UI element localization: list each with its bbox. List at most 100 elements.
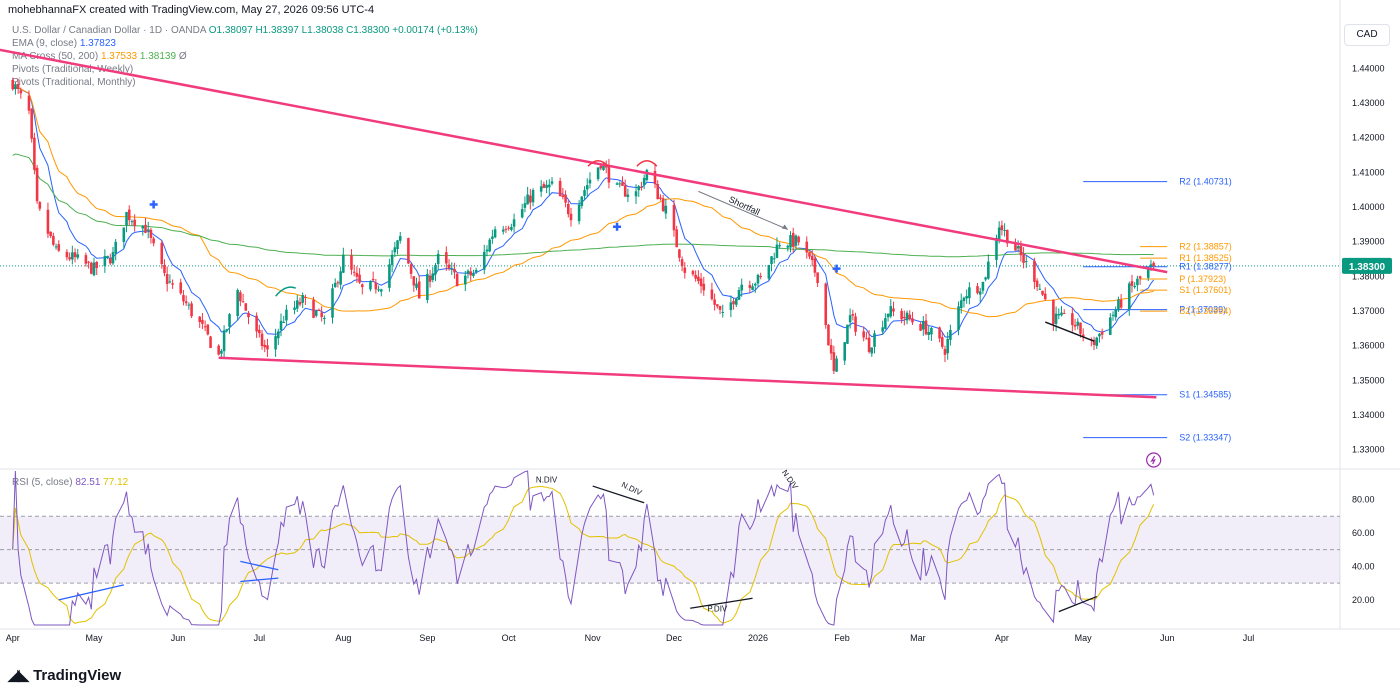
candle-body[interactable] xyxy=(33,137,36,170)
candle-body[interactable] xyxy=(339,271,342,285)
candle-body[interactable] xyxy=(1035,280,1039,287)
candle-body[interactable] xyxy=(623,185,627,197)
candle-body[interactable] xyxy=(848,315,852,323)
candle-body[interactable] xyxy=(108,258,112,264)
legend-symbol-row[interactable]: U.S. Dollar / Canadian Dollar · 1D · OAN… xyxy=(12,24,478,37)
candle-body[interactable] xyxy=(1092,339,1096,345)
candle-body[interactable] xyxy=(732,301,735,305)
candle-body[interactable] xyxy=(450,268,454,270)
candle-body[interactable] xyxy=(187,304,191,306)
candle-body[interactable] xyxy=(542,183,546,188)
candle-body[interactable] xyxy=(699,278,703,287)
candle-body[interactable] xyxy=(398,236,402,241)
candle-body[interactable] xyxy=(374,282,378,290)
candle-body[interactable] xyxy=(599,165,603,169)
candle-body[interactable] xyxy=(1152,262,1155,266)
candle-body[interactable] xyxy=(940,337,944,347)
candle-body[interactable] xyxy=(1119,299,1123,308)
candle-body[interactable] xyxy=(241,301,245,303)
candle-body[interactable] xyxy=(68,257,71,260)
candle-body[interactable] xyxy=(27,95,31,111)
candle-body[interactable] xyxy=(621,182,624,186)
candle-body[interactable] xyxy=(428,275,432,282)
candle-body[interactable] xyxy=(886,313,890,318)
candle-body[interactable] xyxy=(160,242,164,265)
candle-body[interactable] xyxy=(984,277,987,280)
candle-body[interactable] xyxy=(482,251,486,270)
candle-body[interactable] xyxy=(615,183,619,185)
legend-pivots-monthly-row[interactable]: Pivots (Traditional, Monthly) xyxy=(12,76,478,89)
rsi-legend[interactable]: RSI (5, close) 82.51 77.12 xyxy=(12,477,128,488)
candle-body[interactable] xyxy=(889,306,893,317)
candle-body[interactable] xyxy=(455,273,459,287)
candle-body[interactable] xyxy=(1100,331,1104,335)
candle-body[interactable] xyxy=(361,284,364,288)
candle-body[interactable] xyxy=(282,321,286,323)
candle-body[interactable] xyxy=(19,90,23,94)
candle-body[interactable] xyxy=(835,358,838,372)
candle-body[interactable] xyxy=(260,333,264,347)
candle-body[interactable] xyxy=(92,262,96,276)
candle-body[interactable] xyxy=(659,197,662,199)
candle-body[interactable] xyxy=(1117,299,1120,311)
candle-body[interactable] xyxy=(767,264,771,279)
candle-body[interactable] xyxy=(778,245,781,247)
candle-body[interactable] xyxy=(1060,312,1063,316)
candle-body[interactable] xyxy=(415,283,418,288)
candle-body[interactable] xyxy=(30,108,33,139)
candle-body[interactable] xyxy=(279,320,283,331)
candle-body[interactable] xyxy=(529,195,532,203)
candle-body[interactable] xyxy=(190,303,193,317)
candle-body[interactable] xyxy=(943,348,947,355)
candle-body[interactable] xyxy=(903,316,906,319)
candle-body[interactable] xyxy=(843,342,846,361)
candle-body[interactable] xyxy=(222,330,226,352)
candle-body[interactable] xyxy=(507,227,510,229)
candle-body[interactable] xyxy=(672,204,676,231)
candle-body[interactable] xyxy=(95,262,99,268)
candle-body[interactable] xyxy=(1073,324,1077,327)
candle-body[interactable] xyxy=(789,235,792,248)
upper-trendline[interactable] xyxy=(0,48,1168,274)
candle-body[interactable] xyxy=(580,196,584,206)
candle-body[interactable] xyxy=(626,194,630,197)
candle-body[interactable] xyxy=(65,251,69,258)
candle-body[interactable] xyxy=(566,203,570,215)
candle-body[interactable] xyxy=(851,314,855,316)
candle-body[interactable] xyxy=(873,333,876,347)
candle-body[interactable] xyxy=(1095,337,1099,346)
candle-body[interactable] xyxy=(664,205,668,214)
candle-body[interactable] xyxy=(1038,288,1042,290)
candle-body[interactable] xyxy=(209,336,212,349)
candle-body[interactable] xyxy=(1014,242,1017,251)
candle-body[interactable] xyxy=(978,291,982,295)
candle-body[interactable] xyxy=(702,283,706,291)
candle-body[interactable] xyxy=(813,258,817,273)
candle-body[interactable] xyxy=(247,312,250,318)
candle-body[interactable] xyxy=(523,203,527,208)
candle-body[interactable] xyxy=(545,184,548,188)
candle-body[interactable] xyxy=(997,227,1001,241)
candle-body[interactable] xyxy=(472,273,475,276)
candle-body[interactable] xyxy=(718,306,722,310)
candle-body[interactable] xyxy=(510,227,513,230)
candle-body[interactable] xyxy=(735,298,738,305)
candle-body[interactable] xyxy=(184,301,188,304)
candle-body[interactable] xyxy=(640,187,643,189)
candle-body[interactable] xyxy=(911,318,914,323)
candle-body[interactable] xyxy=(206,324,210,335)
candle-body[interactable] xyxy=(922,321,925,330)
candle-body[interactable] xyxy=(122,227,126,242)
candle-body[interactable] xyxy=(694,274,697,279)
candle-body[interactable] xyxy=(927,331,931,336)
candle-body[interactable] xyxy=(103,256,107,266)
candle-body[interactable] xyxy=(808,252,811,257)
candle-body[interactable] xyxy=(1054,313,1058,324)
candle-body[interactable] xyxy=(816,272,819,284)
candle-body[interactable] xyxy=(350,255,353,270)
candle-body[interactable] xyxy=(791,232,795,247)
candle-body[interactable] xyxy=(959,300,963,309)
candle-body[interactable] xyxy=(171,283,174,285)
candle-body[interactable] xyxy=(1057,314,1061,316)
candle-body[interactable] xyxy=(908,314,912,319)
